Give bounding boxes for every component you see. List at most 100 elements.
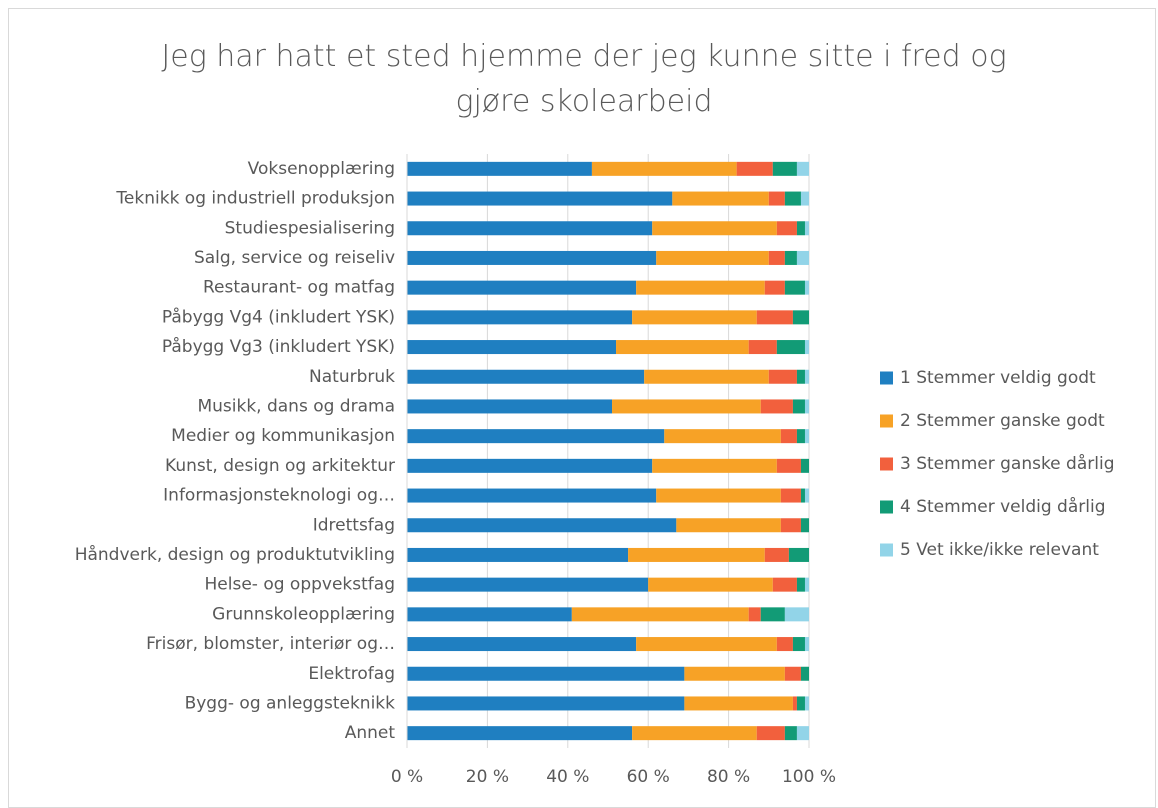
y-tick-label: Annet [345, 723, 396, 743]
bar-segment [407, 518, 677, 533]
bar-segment [760, 399, 793, 414]
chart-title: Jeg har hatt et sted hjemme der jeg kunn… [161, 39, 1007, 119]
legend-swatch [880, 543, 893, 557]
bar-segment [784, 607, 809, 622]
bar-segment [780, 429, 797, 444]
y-tick-label: Bygg- og anleggsteknikk [185, 693, 396, 713]
bar-segment [804, 429, 809, 444]
legend-swatch [880, 414, 893, 428]
bar-segment [804, 399, 809, 414]
bar-segment [407, 607, 572, 622]
bar-segment [684, 666, 785, 681]
legend-swatch [880, 457, 893, 471]
bar-segment [407, 696, 685, 711]
bar-segment [760, 607, 785, 622]
bar-segment [407, 161, 592, 176]
bar-segment [776, 458, 801, 473]
bar-segment [764, 547, 789, 562]
x-tick-label: 20 % [466, 767, 509, 787]
y-tick-label: Musikk, dans og drama [197, 396, 395, 416]
bar-segment [664, 429, 781, 444]
bar-segment [792, 310, 809, 325]
bar-segment [648, 577, 773, 592]
bar-segment [756, 726, 785, 741]
x-tick-label: 0 % [391, 767, 423, 787]
x-tick-label: 40 % [546, 767, 589, 787]
bar-segment [407, 250, 657, 265]
y-tick-label: Restaurant- og matfag [203, 278, 395, 298]
bar-segment [804, 577, 809, 592]
bar-segment [792, 637, 805, 652]
y-tick-label: Salg, service og reiseliv [194, 248, 395, 268]
y-tick-label: Påbygg Vg3 (inkludert YSK) [162, 336, 395, 357]
bar-segment [628, 547, 765, 562]
bar-segment [652, 221, 777, 236]
bar-segment [776, 221, 797, 236]
x-tick-label: 100 % [782, 767, 836, 787]
bar-segment [804, 488, 809, 503]
bar-segment [571, 607, 749, 622]
bar-segment [748, 607, 761, 622]
bar-segment [796, 161, 809, 176]
bar-segment [652, 458, 777, 473]
bar-segment [407, 221, 653, 236]
bar-segment [804, 340, 809, 355]
bar-segment [800, 458, 809, 473]
y-tick-label: Helse- og oppvekstfag [205, 575, 395, 595]
bar-segment [796, 577, 805, 592]
y-tick-label: Studiespesialisering [225, 218, 395, 238]
bar-segment [804, 637, 809, 652]
y-tick-label: Grunnskoleopplæring [212, 604, 395, 624]
bar-segment [407, 577, 649, 592]
bar-segment [796, 726, 809, 741]
bar-segment [776, 637, 793, 652]
bar-segment [748, 340, 777, 355]
bar-segment [407, 310, 633, 325]
y-tick-label: Voksenopplæring [248, 159, 395, 179]
bar-segment [407, 726, 633, 741]
bar-segment [636, 637, 777, 652]
x-tick-label: 60 % [627, 767, 670, 787]
y-tick-label: Idrettsfag [313, 515, 395, 535]
bar-segment [644, 369, 769, 384]
bar-segment [796, 429, 805, 444]
bar-segment [684, 696, 793, 711]
bar-segment [756, 310, 793, 325]
bar-segment [804, 369, 809, 384]
bar-segment [764, 280, 785, 295]
bar-segment [768, 191, 785, 206]
bar-segment [656, 250, 769, 265]
y-tick-label: Kunst, design og arkitektur [165, 456, 395, 476]
bar-segment [796, 369, 805, 384]
bar-segment [784, 250, 797, 265]
bar-segment [800, 191, 809, 206]
y-tick-label: Påbygg Vg4 (inkludert YSK) [162, 306, 395, 327]
bar-segment [407, 488, 657, 503]
legend-label: 4 Stemmer veldig dårlig [900, 496, 1106, 517]
bar-segment [780, 518, 801, 533]
bar-segment [616, 340, 749, 355]
bar-segment [768, 369, 797, 384]
bar-segment [800, 488, 805, 503]
bar-segment [784, 280, 805, 295]
bar-segment [784, 666, 801, 681]
bar-segment [804, 696, 809, 711]
bar-segment [772, 577, 797, 592]
bar-segment [632, 726, 757, 741]
y-tick-label: Informasjonsteknologi og… [163, 486, 395, 506]
y-tick-label: Frisør, blomster, interiør og… [146, 634, 395, 654]
y-tick-label: Medier og kommunikasjon [171, 426, 395, 446]
legend-swatch [880, 371, 893, 385]
bar-segment [768, 250, 785, 265]
y-tick-label: Elektrofag [308, 664, 395, 684]
bar-segment [784, 191, 801, 206]
bar-segment [636, 280, 765, 295]
legend-swatch [880, 500, 893, 514]
bar-segment [632, 310, 757, 325]
bar-segment [792, 399, 805, 414]
bar-segment [796, 696, 805, 711]
bar-segment [788, 547, 809, 562]
bar-segment [800, 666, 809, 681]
bar-segment [407, 637, 637, 652]
